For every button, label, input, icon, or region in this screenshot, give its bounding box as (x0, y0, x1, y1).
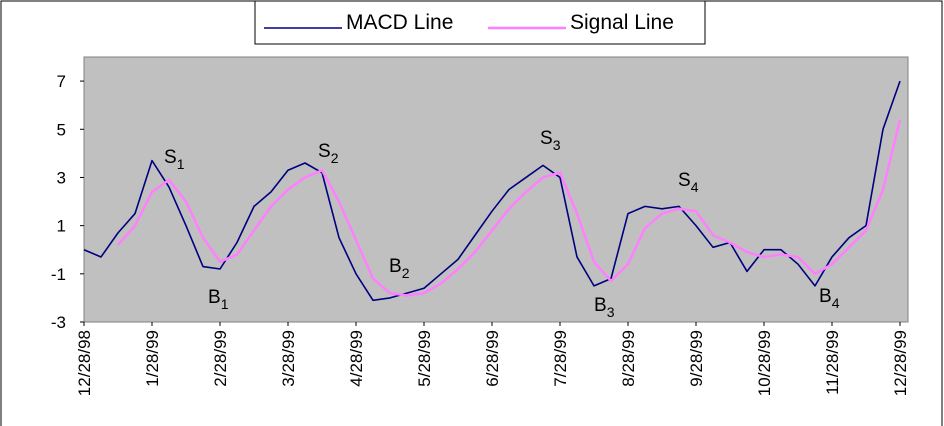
x-tick-label: 12/28/99 (891, 330, 910, 396)
annotation-letter: B (208, 287, 221, 308)
legend-label: Signal Line (570, 11, 674, 34)
annotation: B2 (389, 256, 410, 281)
x-tick-label: 9/28/99 (687, 330, 706, 387)
annotation: S2 (318, 141, 339, 166)
x-tick-label: 2/28/99 (211, 330, 230, 387)
annotation-sub: 2 (402, 265, 410, 281)
x-tick-label: 5/28/99 (415, 330, 434, 387)
annotation: B1 (208, 287, 229, 312)
series-line (83, 80, 901, 302)
series-line (117, 119, 902, 297)
x-tick-label: 6/28/99 (483, 330, 502, 387)
y-tick-label: -1 (51, 265, 66, 284)
annotation-sub: 1 (221, 296, 229, 312)
plot-area (83, 56, 909, 323)
annotation: S1 (164, 147, 185, 172)
annotation: B4 (819, 286, 840, 311)
x-tick-label: 3/28/99 (279, 330, 298, 387)
annotation-letter: B (594, 295, 607, 316)
annotation: S4 (678, 170, 699, 195)
annotation-sub: 2 (331, 150, 339, 166)
annotation-sub: 4 (832, 295, 840, 311)
y-tick-label: 5 (57, 120, 66, 139)
x-tick-label: 8/28/99 (619, 330, 638, 387)
annotation-letter: S (318, 141, 331, 162)
annotation-letter: B (389, 256, 402, 277)
x-tick-label: 11/28/99 (823, 330, 842, 395)
y-tick-label: 3 (57, 168, 66, 187)
annotation-sub: 4 (691, 179, 699, 195)
annotation: S3 (540, 128, 561, 153)
annotation-letter: S (678, 170, 691, 191)
y-tick-label: 7 (57, 72, 66, 91)
y-tick-label: 1 (57, 217, 66, 236)
x-tick-label: 12/28/98 (75, 330, 94, 396)
legend-box (254, 0, 706, 45)
annotation-sub: 3 (553, 137, 561, 153)
x-tick-label: 4/28/99 (347, 330, 366, 387)
annotation-letter: B (819, 286, 832, 307)
x-tick-label: 7/28/99 (551, 330, 570, 387)
y-tick-label: -3 (51, 313, 66, 332)
legend-label: MACD Line (346, 11, 453, 34)
annotation: B3 (594, 295, 615, 320)
annotation-sub: 3 (607, 304, 615, 320)
annotation-letter: S (164, 147, 177, 168)
annotation-sub: 1 (177, 156, 185, 172)
x-tick-label: 10/28/99 (755, 330, 774, 396)
annotation-letter: S (540, 128, 553, 149)
x-tick-label: 1/28/99 (143, 330, 162, 387)
